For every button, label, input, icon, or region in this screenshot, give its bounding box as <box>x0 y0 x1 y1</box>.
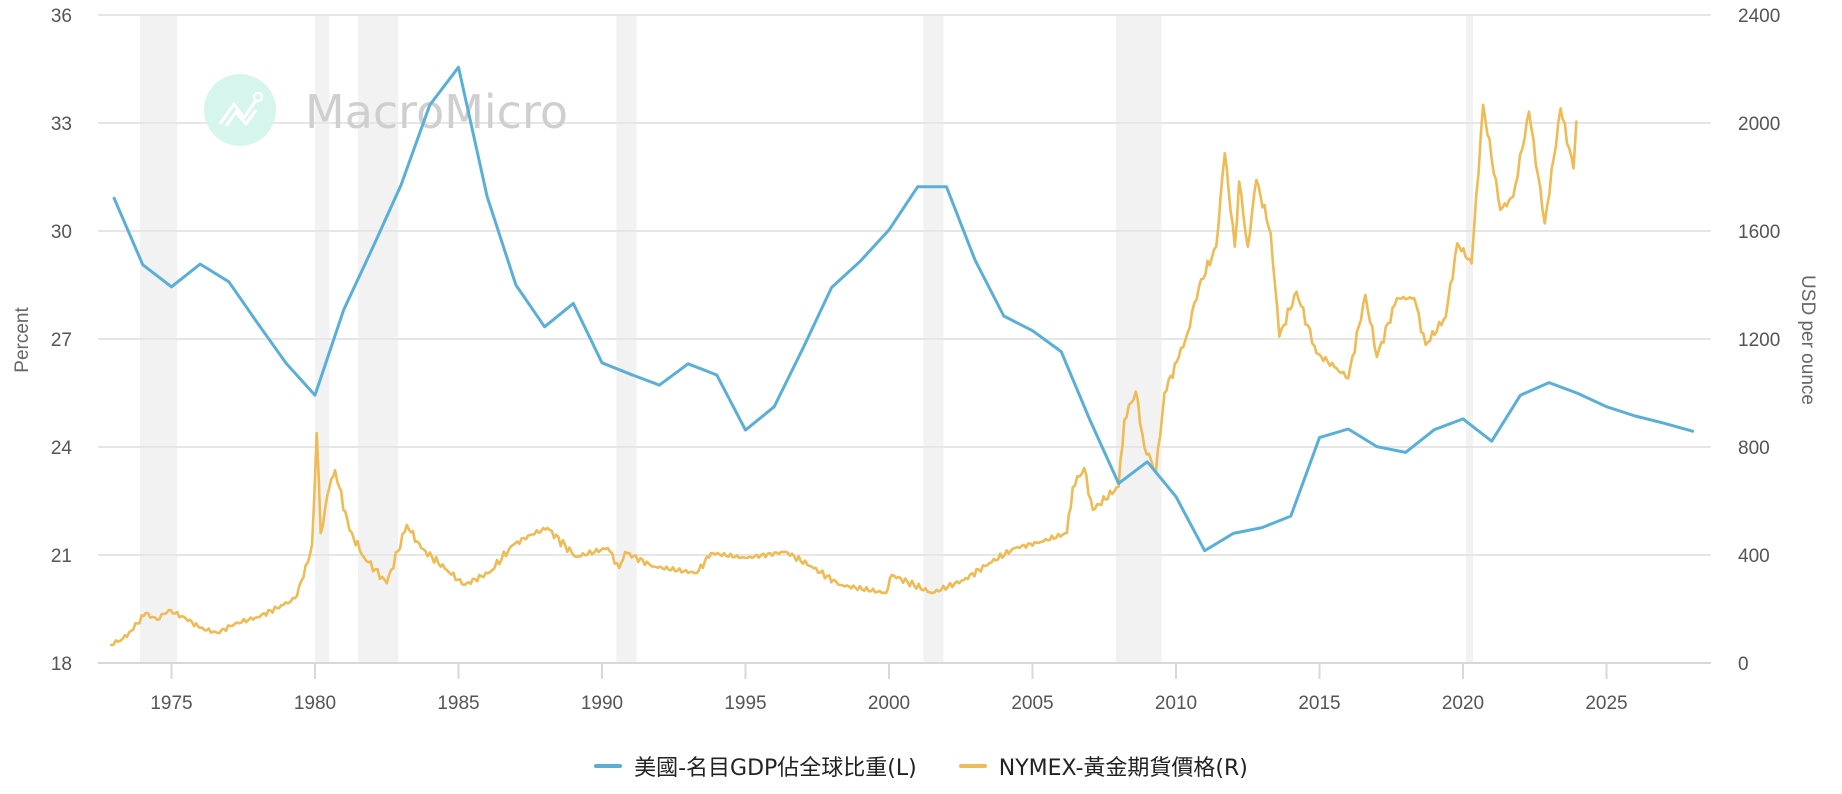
x-tick-label: 2000 <box>868 693 910 714</box>
left-tick-label: 21 <box>51 546 72 567</box>
left-tick-label: 33 <box>51 114 72 135</box>
x-tick-label: 2020 <box>1442 693 1484 714</box>
gold-futures-line[interactable] <box>109 103 1578 647</box>
x-tick-label: 2025 <box>1585 693 1627 714</box>
legend-item-gold-futures[interactable]: NYMEX-黃金期貨價格(R) <box>958 750 1248 782</box>
x-tick-label: 2015 <box>1298 693 1340 714</box>
watermark-logo-chart-icon <box>218 99 258 125</box>
right-tick-label: 800 <box>1738 438 1770 459</box>
right-tick-label: 0 <box>1738 654 1749 675</box>
right-axis-title: USD per ounce <box>1797 275 1818 405</box>
left-axis-title: Percent <box>12 307 33 373</box>
legend-item-us-gdp-share[interactable]: 美國-名目GDP佔全球比重(L) <box>594 750 917 782</box>
left-tick-label: 24 <box>51 438 73 459</box>
legend-label: 美國-名目GDP佔全球比重(L) <box>634 756 917 781</box>
x-axis: 1975 1980 1985 1990 1995 2000 2005 2010 2015 2020… <box>150 663 1628 714</box>
x-tick-label: 1975 <box>150 693 192 714</box>
left-tick-label: 27 <box>51 330 72 351</box>
right-tick-label: 400 <box>1738 546 1770 567</box>
left-tick-label: 30 <box>51 222 72 243</box>
x-tick-label: 2005 <box>1011 693 1053 714</box>
right-tick-label: 2400 <box>1738 6 1780 27</box>
left-tick-label: 36 <box>51 6 72 27</box>
chart-canvas: MacroMicro 18 21 24 27 30 33 36 0 400 800 1200 160… <box>12 6 1818 714</box>
us-gdp-share-line[interactable] <box>112 65 1695 553</box>
right-y-axis: 0 400 800 1200 1600 2000 2400 <box>1738 6 1780 675</box>
x-tick-label: 1980 <box>294 693 336 714</box>
x-tick-label: 1995 <box>724 693 766 714</box>
right-tick-label: 2000 <box>1738 114 1780 135</box>
left-tick-label: 18 <box>51 654 72 675</box>
x-tick-label: 2010 <box>1155 693 1197 714</box>
left-y-axis: 18 21 24 27 30 33 36 <box>51 6 73 675</box>
series-lines <box>109 65 1695 647</box>
right-tick-label: 1600 <box>1738 222 1780 243</box>
watermark: MacroMicro <box>204 74 568 146</box>
x-tick-label: 1985 <box>437 693 479 714</box>
watermark-text: MacroMicro <box>305 85 568 139</box>
legend-swatch-gold-icon <box>958 764 987 768</box>
legend-swatch-blue-icon <box>594 764 623 768</box>
legend: 美國-名目GDP佔全球比重(L) NYMEX-黃金期貨價格(R) <box>0 750 1842 782</box>
legend-label: NYMEX-黃金期貨價格(R) <box>998 756 1248 781</box>
gridlines <box>98 14 1711 664</box>
right-tick-label: 1200 <box>1738 330 1780 351</box>
x-tick-label: 1990 <box>581 693 623 714</box>
